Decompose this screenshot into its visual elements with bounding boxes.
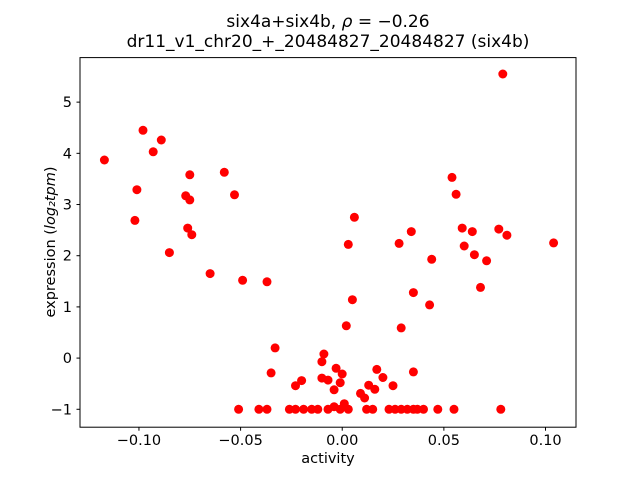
x-tick-label: 0.10 <box>529 433 561 449</box>
x-tick-label: 0.00 <box>326 433 358 449</box>
chart-title-prefix: six4a+six4b, <box>226 12 342 32</box>
data-point <box>230 190 239 200</box>
data-point <box>498 69 508 79</box>
data-point <box>270 343 280 353</box>
data-point <box>266 368 276 378</box>
y-tick-label: 4 <box>63 146 72 162</box>
axes-spines <box>79 57 577 428</box>
rho-symbol: ρ <box>341 12 353 32</box>
data-point <box>451 189 461 199</box>
data-point <box>148 147 158 157</box>
data-point <box>329 385 339 395</box>
data-point <box>99 155 109 165</box>
data-point <box>408 288 418 298</box>
data-point <box>219 167 229 177</box>
y-tick-label: 0 <box>63 351 72 367</box>
data-point <box>476 282 485 292</box>
data-point <box>459 241 469 251</box>
chart-subtitle: dr11_v1_chr20_+_20484827_20484827 (six4b… <box>126 32 530 52</box>
data-point <box>549 238 559 248</box>
y-axis-label: expression (log₂tpm) <box>43 166 59 317</box>
data-point <box>370 384 380 394</box>
data-point <box>335 378 345 388</box>
data-point <box>343 404 353 414</box>
y-tick-label: −1 <box>51 402 72 418</box>
data-point <box>394 238 404 248</box>
data-point <box>299 404 309 414</box>
data-point <box>378 373 388 382</box>
data-point <box>234 404 244 414</box>
y-tick-label: 3 <box>63 198 72 214</box>
data-point <box>427 254 437 264</box>
data-point <box>408 367 418 377</box>
data-point <box>205 269 215 279</box>
data-point <box>291 381 300 391</box>
data-point <box>185 170 195 180</box>
data-point <box>457 223 467 233</box>
data-point <box>297 376 307 386</box>
data-point <box>156 135 166 145</box>
data-point <box>425 300 435 310</box>
chart-title-suffix: = −0.26 <box>352 12 430 32</box>
data-point <box>368 404 378 414</box>
data-point <box>238 275 248 285</box>
data-point <box>291 404 300 414</box>
data-point <box>349 212 359 222</box>
data-point <box>254 404 264 414</box>
data-point <box>132 185 142 195</box>
data-point <box>496 404 506 414</box>
data-point <box>433 404 443 414</box>
data-point <box>130 215 140 225</box>
data-point <box>337 369 347 379</box>
data-point <box>419 404 428 414</box>
x-tick-label: −0.10 <box>117 433 161 449</box>
x-tick-label: −0.05 <box>218 433 262 449</box>
data-point <box>406 227 416 237</box>
data-point <box>341 321 351 331</box>
y-label-math: log₂tpm <box>43 172 59 230</box>
data-point <box>469 250 479 260</box>
x-axis-label: activity <box>301 451 355 467</box>
data-point <box>138 125 148 135</box>
data-point <box>360 393 370 403</box>
data-point <box>482 256 492 266</box>
data-point <box>319 349 329 359</box>
data-point <box>262 277 272 287</box>
data-point <box>331 363 341 373</box>
data-point <box>467 227 477 237</box>
data-point <box>396 323 406 333</box>
chart-title: six4a+six4b, ρ = −0.26 <box>226 12 429 32</box>
data-point <box>372 364 382 374</box>
data-point <box>185 195 195 205</box>
data-point <box>347 295 357 305</box>
data-point <box>502 230 512 240</box>
data-point <box>164 248 174 258</box>
y-label-prefix: expression ( <box>43 229 59 318</box>
data-point <box>313 404 323 414</box>
data-point <box>323 375 333 385</box>
data-point <box>183 223 193 233</box>
y-tick-label: 2 <box>63 249 72 265</box>
data-point <box>262 404 272 414</box>
data-point <box>317 357 327 367</box>
y-tick-label: 5 <box>63 95 72 111</box>
data-point <box>449 404 459 414</box>
data-point <box>388 381 398 391</box>
data-point <box>447 172 457 182</box>
y-label-suffix: ) <box>43 166 59 173</box>
data-point <box>343 239 353 249</box>
y-tick-label: 1 <box>63 300 72 316</box>
data-point <box>494 224 504 234</box>
data-point <box>187 230 197 240</box>
x-tick-label: 0.05 <box>428 433 460 449</box>
